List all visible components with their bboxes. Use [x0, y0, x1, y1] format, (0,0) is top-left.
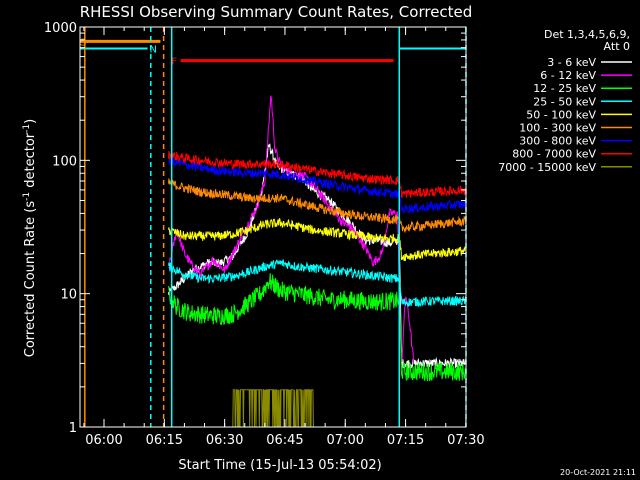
legend-entry: 3 - 6 keV	[547, 56, 596, 69]
marker-label: F	[172, 57, 178, 68]
y-axis-label-superscript: -1	[22, 124, 32, 133]
legend-header: Att 0	[604, 40, 630, 53]
x-tick-label: 06:00	[85, 433, 122, 448]
x-tick-label: 07:15	[387, 433, 424, 448]
chart-title: RHESSI Observing Summary Count Rates, Co…	[80, 3, 473, 21]
y-tick-label: 100	[52, 154, 77, 169]
y-tick-label: 1000	[44, 21, 77, 36]
y-tick-label: 1	[69, 421, 77, 436]
marker-label: N	[150, 44, 157, 55]
series-line	[168, 178, 467, 233]
y-axis-label: Corrected Count Rate (s-1 detector-1)	[22, 119, 38, 357]
series-line	[168, 259, 467, 308]
series-line	[168, 156, 467, 214]
legend-entry: 7000 - 15000 keV	[498, 161, 596, 174]
legend-entry: 12 - 25 keV	[533, 82, 596, 95]
legend-entry: 100 - 300 keV	[519, 122, 596, 135]
x-tick-label: 07:00	[327, 433, 364, 448]
x-axis-label: Start Time (15-Jul-13 05:54:02)	[178, 458, 381, 473]
legend-entry: 6 - 12 keV	[540, 69, 596, 82]
series-line	[168, 150, 467, 198]
y-axis-label-superscript: -1	[22, 192, 32, 201]
legend-entry: 25 - 50 keV	[533, 95, 596, 108]
x-tick-label: 06:30	[206, 433, 243, 448]
plot-frame	[79, 26, 467, 428]
legend-entry: 800 - 7000 keV	[512, 148, 596, 161]
series-line	[232, 389, 466, 428]
series-group	[168, 95, 467, 428]
x-tick-label: 06:45	[266, 433, 303, 448]
y-axis-label-part: )	[23, 119, 38, 124]
legend-entry: 300 - 800 keV	[519, 135, 596, 148]
marker-label: S	[80, 37, 86, 48]
legend-header: Det 1,3,4,5,6,9,	[544, 28, 630, 41]
series-line	[168, 143, 466, 369]
legend-entry: 50 - 100 keV	[526, 108, 596, 121]
x-tick-label: 06:15	[146, 433, 183, 448]
y-tick-label: 10	[60, 288, 77, 303]
footer-timestamp: 20-Oct-2021 21:11	[560, 468, 636, 477]
x-tick-label: 07:30	[447, 433, 484, 448]
series-line	[168, 217, 467, 262]
series-line	[168, 95, 415, 364]
series-line	[168, 273, 467, 382]
y-axis-label-part: Corrected Count Rate (s	[23, 201, 38, 358]
y-axis-label-part: detector	[23, 132, 38, 192]
axes-group: 06:00 06:15 06:30 06:45 07:00 07:15 07:30 1 10 10…	[44, 21, 485, 448]
